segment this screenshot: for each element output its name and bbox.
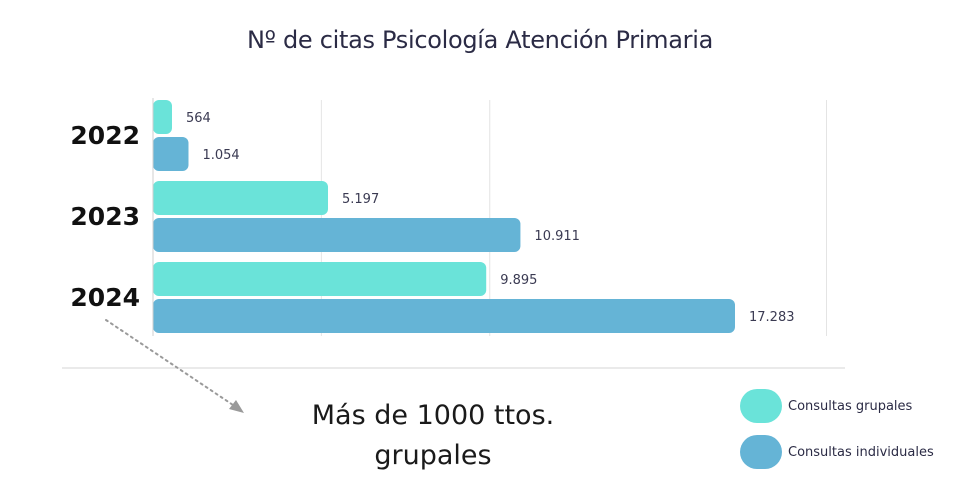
data-label-2023-1: 10.911 [534, 229, 580, 244]
data-label-2024-1: 17.283 [749, 310, 795, 325]
annotation-line-2: grupales [374, 440, 492, 471]
data-label-2023-0: 5.197 [342, 192, 379, 207]
bar-2024-0 [153, 262, 487, 296]
legend-swatch-individuales [740, 435, 782, 469]
legend-item-individuales: Consultas individuales [740, 435, 934, 469]
annotation-line-1: Más de 1000 ttos. [311, 400, 555, 431]
bar-2023-1 [153, 218, 521, 252]
year-label-2024: 2024 [70, 283, 140, 312]
legend-label-grupales: Consultas grupales [788, 398, 913, 414]
dotted-arrow-head [229, 400, 244, 413]
data-label-2024-0: 9.895 [500, 273, 537, 288]
data-label-2022-1: 1.054 [202, 148, 239, 163]
data-label-2022-0: 564 [186, 111, 211, 126]
legend-swatch-grupales [740, 389, 782, 423]
legend-item-grupales: Consultas grupales [740, 389, 912, 423]
year-label-2023: 2023 [70, 202, 140, 231]
year-label-2022: 2022 [70, 121, 140, 150]
bar-2022-1 [153, 137, 189, 171]
annotation-text: Más de 1000 ttos. grupales [268, 396, 598, 476]
bar-2023-0 [153, 181, 329, 215]
bar-2022-0 [153, 100, 172, 134]
bar-2024-1 [153, 299, 735, 333]
chart-title: Nº de citas Psicología Atención Primaria [246, 26, 713, 54]
legend-label-individuales: Consultas individuales [788, 444, 934, 460]
dotted-arrow-line [105, 319, 237, 408]
